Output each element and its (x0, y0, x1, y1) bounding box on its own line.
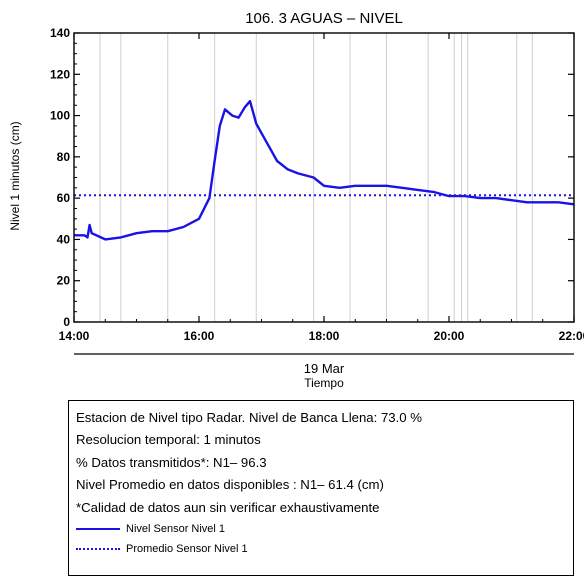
y-tick-label: 80 (57, 150, 71, 164)
y-tick-label: 40 (57, 232, 71, 246)
plot-frame (73, 32, 575, 323)
series-level-line (74, 99, 575, 241)
info-box: Estacion de Nivel tipo Radar. Nivel de B… (68, 400, 574, 576)
x-axis-ticks: 14:00 16:00 18:00 20:00 22:00 (59, 33, 584, 343)
date-label: 19 Mar (304, 361, 345, 376)
y-axis-label: Nivel 1 minutos (cm) (8, 121, 22, 230)
info-transmitted-line: % Datos transmitidos*: N1– 96.3 (76, 454, 267, 470)
legend-item-average: Promedio Sensor Nivel 1 (76, 539, 566, 559)
gap-lines (99, 33, 533, 322)
info-resolution-line: Resolucion temporal: 1 minutos (76, 432, 261, 448)
x-tick-label: 22:00 (559, 329, 584, 343)
legend-label-level: Nivel Sensor Nivel 1 (126, 522, 226, 535)
info-quality-note: *Calidad de datos aun sin verificar exha… (76, 499, 380, 515)
legend-label-average: Promedio Sensor Nivel 1 (126, 542, 248, 555)
x-tick-label: 20:00 (434, 329, 465, 343)
chart-title: 106. 3 AGUAS – NIVEL (245, 10, 403, 27)
y-tick-label: 120 (50, 67, 70, 81)
legend-item-level: Nivel Sensor Nivel 1 (76, 519, 566, 539)
y-tick-label: 100 (50, 109, 70, 123)
y-tick-label: 20 (57, 274, 71, 288)
legend-dotted-swatch (76, 548, 120, 551)
x-tick-label: 16:00 (184, 329, 215, 343)
y-tick-label: 140 (50, 26, 70, 40)
x-tick-label: 18:00 (309, 329, 340, 343)
x-tick-label: 14:00 (59, 329, 90, 343)
level-chart: 106. 3 AGUAS – NIVEL Nivel 1 minutos (cm… (8, 10, 584, 390)
x-axis-label: Tiempo (304, 376, 344, 390)
info-station-line: Estacion de Nivel tipo Radar. Nivel de B… (76, 410, 423, 425)
y-tick-label: 0 (63, 315, 70, 329)
legend-solid-swatch (76, 528, 120, 531)
y-axis-ticks: 0 20 40 60 80 100 120 140 (50, 26, 574, 329)
info-average-line: Nivel Promedio en datos disponibles : N1… (76, 477, 384, 493)
series-layer (74, 99, 575, 241)
y-tick-label: 60 (57, 191, 71, 205)
